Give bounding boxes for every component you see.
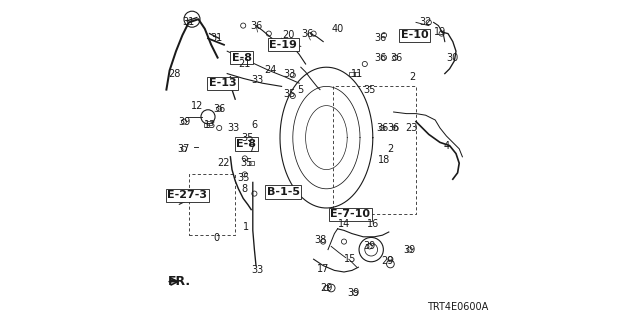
Text: 13: 13 — [204, 120, 216, 130]
Text: 8: 8 — [242, 184, 248, 194]
Text: 35: 35 — [284, 89, 296, 100]
Text: E-10: E-10 — [401, 30, 428, 40]
Text: 35: 35 — [237, 172, 250, 183]
Text: E-7-10: E-7-10 — [330, 209, 371, 220]
Bar — [349, 72, 355, 76]
Text: E-27-3: E-27-3 — [167, 190, 207, 200]
Text: 14: 14 — [338, 219, 350, 229]
Text: 30: 30 — [447, 52, 459, 63]
Text: 1: 1 — [243, 222, 250, 232]
Text: TRT4E0600A: TRT4E0600A — [427, 302, 488, 312]
Text: 6: 6 — [252, 120, 257, 130]
Text: 12: 12 — [191, 100, 203, 111]
Text: 35: 35 — [364, 84, 376, 95]
Text: 38: 38 — [314, 235, 326, 245]
Text: 4: 4 — [444, 140, 449, 151]
Text: FR.: FR. — [168, 275, 191, 288]
Text: 37: 37 — [178, 144, 190, 154]
Text: 22: 22 — [218, 158, 230, 168]
Bar — [248, 161, 253, 165]
Text: 33: 33 — [227, 123, 240, 133]
Text: 31: 31 — [182, 17, 195, 28]
Text: 21: 21 — [239, 59, 251, 69]
Bar — [250, 147, 255, 151]
Bar — [204, 123, 209, 127]
Text: 36: 36 — [374, 52, 387, 63]
Text: 39: 39 — [178, 116, 190, 127]
Text: 7: 7 — [248, 144, 254, 154]
Text: 36: 36 — [376, 123, 388, 133]
Text: 32: 32 — [419, 17, 432, 28]
Text: E-13: E-13 — [209, 78, 236, 88]
Text: 23: 23 — [405, 123, 417, 133]
Text: 29: 29 — [320, 283, 333, 293]
Text: 39: 39 — [348, 288, 360, 298]
Text: 35: 35 — [242, 132, 254, 143]
Text: 39: 39 — [364, 241, 376, 252]
Text: 5: 5 — [298, 84, 304, 95]
Text: B-1-5: B-1-5 — [267, 187, 300, 197]
Text: 24: 24 — [264, 65, 276, 76]
Text: 36: 36 — [250, 20, 262, 31]
Text: 29: 29 — [381, 256, 394, 266]
Text: 11: 11 — [351, 68, 363, 79]
Text: 0: 0 — [213, 233, 219, 244]
Text: 20: 20 — [282, 30, 294, 40]
Text: 2: 2 — [387, 144, 394, 154]
Text: E-8: E-8 — [236, 139, 257, 149]
Text: 35: 35 — [240, 158, 253, 168]
Text: 33: 33 — [252, 265, 264, 276]
Text: 36: 36 — [301, 28, 314, 39]
Text: 15: 15 — [344, 254, 356, 264]
Text: 19: 19 — [434, 27, 446, 37]
Text: 18: 18 — [378, 155, 390, 165]
Bar — [355, 72, 360, 76]
Text: 33: 33 — [284, 68, 296, 79]
Text: 33: 33 — [252, 75, 264, 85]
Text: 36: 36 — [374, 33, 387, 44]
Text: 16: 16 — [367, 219, 379, 229]
Text: 39: 39 — [403, 244, 416, 255]
Text: 36: 36 — [213, 104, 225, 114]
Text: E-8: E-8 — [232, 52, 252, 63]
Text: 17: 17 — [317, 264, 330, 274]
Text: E-19: E-19 — [269, 40, 297, 50]
Text: 36: 36 — [387, 123, 400, 133]
Text: 40: 40 — [332, 24, 344, 34]
Text: 28: 28 — [168, 68, 180, 79]
Text: 2: 2 — [410, 72, 416, 82]
Bar — [207, 121, 212, 125]
Text: 36: 36 — [390, 52, 403, 63]
Text: 31: 31 — [210, 33, 222, 44]
